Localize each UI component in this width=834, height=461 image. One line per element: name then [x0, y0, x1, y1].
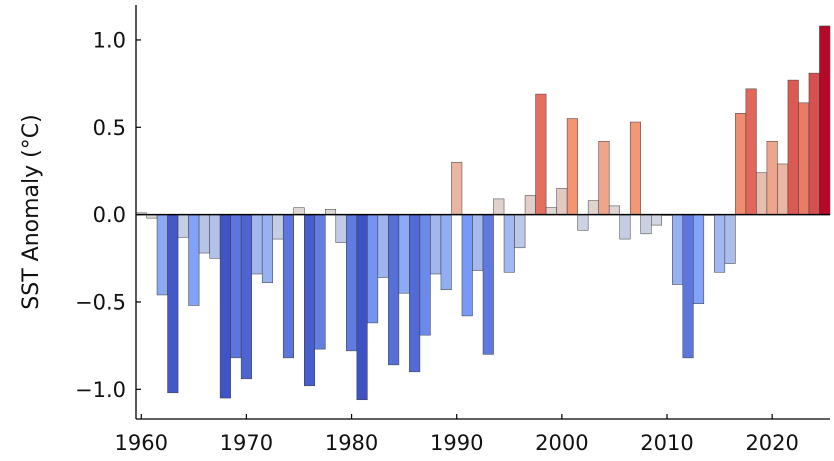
bar-2000: [556, 188, 568, 215]
bar-1977: [314, 214, 326, 350]
bar-1983: [377, 214, 389, 278]
bar-1989: [440, 214, 452, 290]
x-tick-label: 2010: [640, 431, 693, 455]
bar-2007: [629, 121, 641, 215]
bar-1970: [240, 214, 252, 380]
bar-1964: [177, 214, 189, 238]
y-tick-label: −0.5: [75, 290, 126, 314]
bar-1979: [335, 214, 347, 243]
y-tick-label: 0.0: [93, 203, 126, 227]
bar-1987: [419, 214, 431, 336]
bar-1980: [346, 214, 358, 352]
x-tick-label: 1960: [115, 431, 168, 455]
bar-2018: [745, 88, 757, 215]
bar-1968: [219, 214, 231, 399]
x-tick-label: 1980: [325, 431, 378, 455]
bar-2012: [682, 214, 694, 359]
bar-2006: [619, 214, 631, 240]
bar-2019: [756, 172, 768, 215]
bar-1992: [472, 214, 484, 271]
x-tick-label: 1990: [430, 431, 483, 455]
bar-1986: [409, 214, 421, 373]
y-axis-title: SST Anomaly (°C): [19, 114, 44, 309]
bar-1965: [188, 214, 200, 306]
y-tick-label: 1.0: [93, 28, 126, 52]
bar-2016: [724, 214, 736, 264]
bar-2025: [819, 25, 831, 215]
bar-2003: [587, 200, 599, 215]
bar-2020: [766, 141, 778, 215]
y-tick-label: 0.5: [93, 116, 126, 140]
bar-2002: [577, 214, 589, 231]
bar-1982: [367, 214, 379, 324]
bar-2005: [608, 205, 620, 215]
bar-1997: [524, 195, 536, 215]
bar-1998: [535, 93, 547, 215]
x-tick-label: 1970: [220, 431, 273, 455]
bars-group: [135, 25, 831, 401]
bar-1994: [493, 198, 505, 215]
bar-1995: [503, 214, 515, 273]
bar-2023: [798, 102, 810, 215]
bar-1969: [230, 214, 242, 359]
bar-2008: [640, 214, 652, 235]
bar-1973: [272, 214, 284, 240]
bar-2021: [777, 163, 789, 215]
x-tick-label: 2000: [535, 431, 588, 455]
bar-2017: [735, 113, 747, 215]
bar-1999: [545, 207, 557, 215]
bar-2001: [566, 118, 578, 215]
bar-1975: [293, 207, 305, 215]
bar-1972: [261, 214, 273, 283]
bar-1993: [482, 214, 494, 355]
bar-1981: [356, 214, 368, 401]
bar-2004: [598, 141, 610, 215]
y-ticks-group: −1.0 −0.5 0.0 0.5 1.0: [75, 28, 141, 402]
bar-1976: [303, 214, 316, 387]
bar-1967: [209, 214, 221, 259]
bar-1971: [251, 214, 263, 275]
y-tick-label: −1.0: [75, 378, 126, 402]
x-ticks-group: 1960 1970 1980 1990 2000 2010 2020: [115, 414, 799, 455]
bar-1962: [156, 214, 168, 296]
bar-1985: [398, 214, 410, 294]
bar-2009: [650, 214, 663, 226]
bar-1991: [461, 214, 473, 317]
bar-1966: [198, 214, 210, 254]
x-tick-label: 2020: [745, 431, 798, 455]
bar-2024: [808, 72, 820, 215]
bar-1984: [388, 214, 400, 366]
bar-1963: [167, 214, 179, 394]
bar-2015: [714, 214, 726, 273]
bar-2022: [787, 79, 799, 215]
bar-1990: [451, 161, 463, 215]
bar-1974: [282, 214, 294, 359]
bar-1988: [430, 214, 442, 275]
bar-2011: [672, 214, 684, 285]
bar-1996: [514, 214, 526, 249]
bar-2013: [693, 214, 705, 304]
